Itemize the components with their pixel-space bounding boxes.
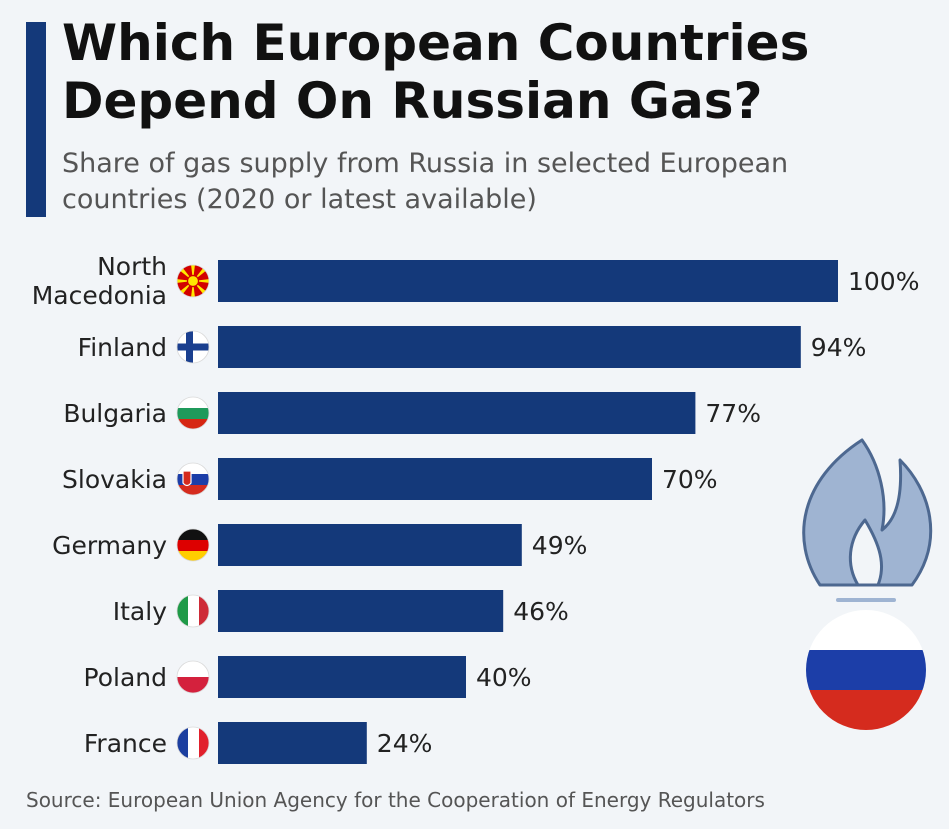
bar-bulgaria — [218, 392, 696, 434]
russia-flag-icon — [806, 610, 926, 730]
value-label: 46% — [513, 597, 569, 626]
chart-subtitle: Share of gas supply from Russia in selec… — [62, 148, 789, 215]
bar-italy — [218, 590, 504, 632]
value-label: 40% — [476, 663, 532, 692]
title-accent-bar — [26, 22, 46, 217]
bar-germany — [218, 524, 522, 566]
value-label: 70% — [662, 465, 718, 494]
bar-finland — [218, 326, 801, 368]
source-note: Source: European Union Agency for the Co… — [26, 788, 765, 812]
category-label: Poland — [84, 663, 167, 692]
value-label: 100% — [848, 267, 919, 296]
bar-poland — [218, 656, 466, 698]
italy-flag-icon — [176, 594, 210, 628]
bar-north-macedonia — [218, 260, 838, 302]
category-label: Finland — [78, 333, 167, 362]
bulgaria-flag-icon — [176, 396, 210, 430]
germany-flag-icon — [176, 528, 210, 562]
slovakia-flag-icon — [176, 462, 210, 496]
gas-flame-icon — [802, 438, 933, 602]
category-label: North Macedonia — [32, 252, 167, 310]
chart-title: Which European Countries Depend On Russi… — [62, 14, 810, 130]
bar-france — [218, 722, 367, 764]
category-label: France — [84, 729, 167, 758]
category-label: Slovakia — [62, 465, 167, 494]
france-flag-icon — [176, 726, 210, 760]
category-label: Germany — [52, 531, 167, 560]
poland-flag-icon — [176, 660, 210, 694]
category-label: Bulgaria — [63, 399, 167, 428]
value-label: 24% — [377, 729, 433, 758]
north-macedonia-flag-icon — [176, 264, 210, 298]
bar-slovakia — [218, 458, 652, 500]
value-label: 77% — [705, 399, 761, 428]
finland-flag-icon — [176, 330, 210, 364]
category-label: Italy — [113, 597, 167, 626]
value-label: 94% — [811, 333, 867, 362]
value-label: 49% — [532, 531, 588, 560]
